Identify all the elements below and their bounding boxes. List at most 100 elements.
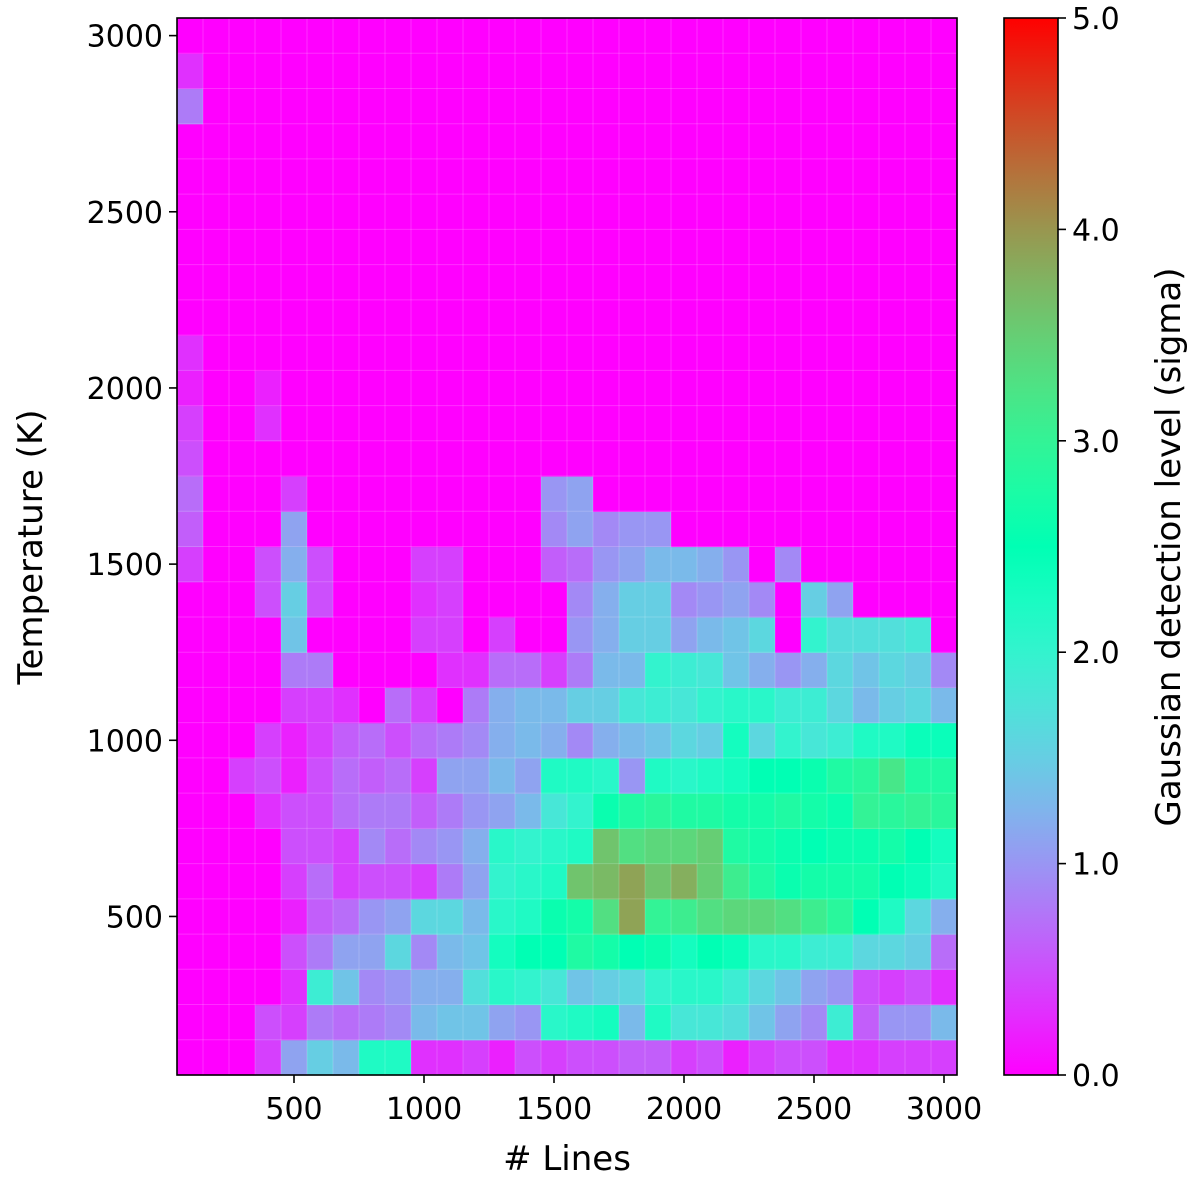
heatmap-cell	[619, 828, 646, 865]
heatmap-cell	[931, 828, 958, 865]
heatmap-cell	[333, 828, 360, 865]
heatmap-cell	[723, 969, 750, 1006]
heatmap-cell	[385, 652, 412, 689]
heatmap-cell	[775, 511, 802, 548]
heatmap-cell	[437, 299, 464, 336]
heatmap-cell	[567, 793, 594, 829]
heatmap-cell	[333, 511, 360, 548]
heatmap-cell	[827, 264, 854, 301]
heatmap-cell	[541, 511, 568, 548]
heatmap-cell	[489, 370, 516, 407]
heatmap-cell	[593, 440, 620, 477]
heatmap-cell	[177, 898, 204, 935]
heatmap-cell	[229, 1039, 256, 1076]
heatmap-cell	[333, 546, 360, 583]
heatmap-cell	[281, 194, 308, 230]
heatmap-cell	[671, 440, 698, 477]
colorbar	[1003, 17, 1059, 1076]
heatmap-cell	[697, 229, 724, 266]
heatmap-cell	[879, 722, 906, 759]
heatmap-cell	[671, 687, 698, 724]
heatmap-cell	[411, 828, 438, 865]
heatmap-cell	[619, 1004, 646, 1041]
heatmap-cell	[931, 934, 958, 970]
heatmap-cell	[203, 722, 230, 759]
heatmap-cell	[307, 405, 334, 442]
heatmap-cell	[203, 1039, 230, 1076]
heatmap-cell	[905, 335, 932, 371]
heatmap-cell	[645, 687, 672, 724]
heatmap-cell	[905, 476, 932, 512]
heatmap-cell	[359, 88, 386, 125]
heatmap-cell	[749, 546, 776, 583]
heatmap-cell	[671, 476, 698, 512]
heatmap-cell	[931, 158, 958, 195]
heatmap-cell	[619, 264, 646, 301]
heatmap-cell	[645, 722, 672, 759]
heatmap-cell	[463, 158, 490, 195]
heatmap-cell	[307, 88, 334, 125]
heatmap-cell	[827, 687, 854, 724]
heatmap-cell	[229, 405, 256, 442]
heatmap-cell	[359, 652, 386, 689]
heatmap-cell	[333, 687, 360, 724]
heatmap-cell	[697, 969, 724, 1006]
heatmap-cell	[697, 440, 724, 477]
heatmap-cell	[931, 652, 958, 689]
heatmap-cell	[359, 264, 386, 301]
heatmap-cell	[879, 123, 906, 160]
heatmap-cell	[593, 88, 620, 125]
heatmap-cell	[203, 158, 230, 195]
heatmap-cell	[281, 405, 308, 442]
heatmap-cell	[853, 440, 880, 477]
heatmap-cell	[697, 511, 724, 548]
heatmap-cell	[359, 229, 386, 266]
heatmap-cell	[281, 898, 308, 935]
x-tick-label: 1500	[516, 1092, 592, 1127]
heatmap-cell	[645, 335, 672, 371]
heatmap-cell	[541, 335, 568, 371]
heatmap-cell	[359, 793, 386, 829]
heatmap-cell	[229, 53, 256, 90]
heatmap-cell	[723, 581, 750, 618]
heatmap-cell	[177, 476, 204, 512]
heatmap-cell	[489, 158, 516, 195]
heatmap-cell	[749, 581, 776, 618]
heatmap-cell	[697, 828, 724, 865]
heatmap-cell	[255, 898, 282, 935]
heatmap-cell	[775, 299, 802, 336]
heatmap-cell	[203, 476, 230, 512]
heatmap-cell	[593, 687, 620, 724]
heatmap-cell	[333, 194, 360, 230]
heatmap-cell	[281, 511, 308, 548]
heatmap-cell	[255, 264, 282, 301]
heatmap-cell	[385, 934, 412, 970]
heatmap-cell	[801, 53, 828, 90]
heatmap-cell	[463, 1004, 490, 1041]
heatmap-cell	[905, 229, 932, 266]
heatmap-cell	[931, 757, 958, 794]
heatmap-cell	[359, 722, 386, 759]
heatmap-cell	[697, 1039, 724, 1076]
heatmap-cell	[645, 828, 672, 865]
heatmap-cell	[879, 652, 906, 689]
heatmap-cell	[203, 53, 230, 90]
heatmap-cell	[281, 652, 308, 689]
heatmap-cell	[281, 229, 308, 266]
heatmap-cell	[905, 440, 932, 477]
heatmap-cell	[229, 969, 256, 1006]
heatmap-cell	[229, 863, 256, 900]
heatmap-cell	[333, 123, 360, 160]
heatmap-cell	[671, 722, 698, 759]
heatmap-cell	[255, 194, 282, 230]
heatmap-cell	[905, 793, 932, 829]
heatmap-cell	[671, 299, 698, 336]
heatmap-cell	[437, 793, 464, 829]
heatmap-cell	[385, 546, 412, 583]
heatmap-cell	[697, 793, 724, 829]
heatmap-cell	[255, 546, 282, 583]
heatmap-cell	[385, 88, 412, 125]
heatmap-cell	[723, 440, 750, 477]
heatmap-cell	[411, 793, 438, 829]
heatmap-cell	[723, 405, 750, 442]
